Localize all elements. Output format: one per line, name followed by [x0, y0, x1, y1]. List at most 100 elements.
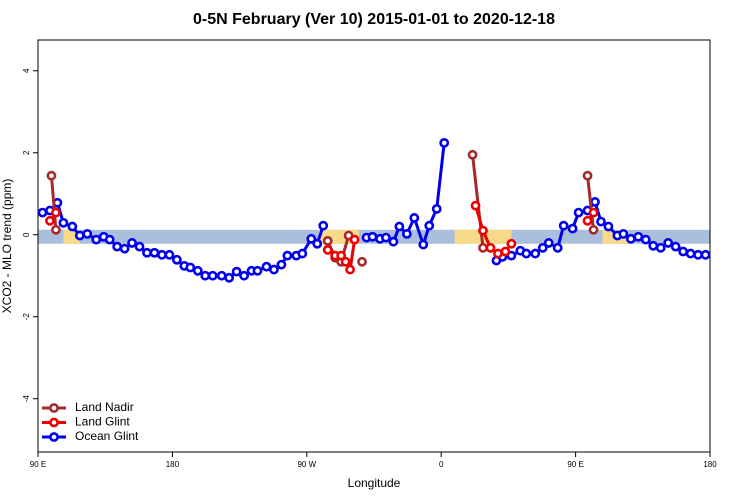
x-tick-label: 180: [703, 460, 717, 469]
point: [467, 149, 478, 160]
point: [648, 240, 659, 251]
y-tick-label: 4: [22, 68, 31, 73]
point: [439, 137, 450, 148]
legend-label: Ocean Glint: [75, 429, 139, 443]
y-tick-label: 0: [22, 232, 31, 237]
point: [45, 215, 55, 226]
point: [306, 233, 317, 244]
point: [582, 170, 593, 181]
point: [685, 248, 696, 259]
x-tick-label: 90 W: [297, 460, 316, 469]
x-tick-label: 0: [439, 460, 444, 469]
legend-label: Land Nadir: [75, 400, 134, 414]
point: [603, 221, 614, 232]
point: [573, 207, 584, 218]
point: [207, 270, 218, 281]
point: [418, 239, 429, 250]
point: [149, 247, 160, 258]
point: [58, 217, 69, 228]
point: [345, 264, 356, 275]
point: [530, 248, 541, 259]
point: [269, 264, 279, 275]
point: [282, 250, 293, 261]
point: [388, 236, 399, 247]
series-line: [42, 142, 706, 280]
point: [478, 225, 488, 236]
point: [521, 248, 532, 259]
point: [224, 272, 235, 283]
point: [424, 220, 435, 231]
point: [312, 238, 323, 249]
point: [74, 230, 85, 241]
point: [394, 221, 405, 232]
point: [693, 249, 703, 260]
point: [127, 238, 137, 248]
point: [46, 170, 57, 181]
point: [112, 241, 123, 252]
point: [200, 270, 211, 281]
point: [349, 234, 360, 245]
legend-marker: [49, 403, 59, 413]
point: [381, 232, 391, 243]
point: [596, 216, 606, 227]
point: [670, 241, 681, 252]
point: [663, 238, 674, 248]
y-tick-label: 2: [22, 150, 31, 155]
legend-marker: [49, 432, 59, 442]
point: [171, 254, 182, 265]
point: [37, 207, 48, 218]
plot-frame: [37, 39, 711, 453]
point: [297, 248, 308, 259]
x-tick-label: 90 E: [30, 460, 46, 469]
point: [640, 234, 651, 245]
legend-label: Land Glint: [75, 415, 130, 429]
point: [678, 246, 689, 257]
point: [409, 213, 420, 223]
point: [252, 265, 263, 276]
point: [134, 241, 145, 252]
x-tick-label: 90 E: [567, 460, 583, 469]
point: [51, 224, 61, 235]
point: [625, 233, 636, 244]
point: [590, 197, 600, 207]
point: [340, 256, 351, 267]
point: [700, 249, 711, 260]
point: [322, 235, 333, 246]
x-axis-label: Longitude: [348, 476, 401, 490]
point: [485, 242, 496, 253]
point: [239, 270, 249, 281]
point: [567, 223, 578, 234]
chart-title: 0-5N February (Ver 10) 2015-01-01 to 202…: [193, 11, 555, 28]
point: [431, 203, 442, 214]
point: [322, 244, 333, 255]
point: [478, 242, 488, 253]
point: [91, 234, 102, 245]
point: [104, 234, 115, 245]
point: [82, 229, 93, 239]
y-axis-label: XCO2 - MLO trend (ppm): [0, 179, 14, 314]
point: [157, 249, 167, 260]
point: [67, 221, 78, 232]
point: [276, 259, 287, 270]
point: [470, 200, 481, 211]
point: [537, 242, 548, 253]
point: [119, 243, 130, 254]
point: [192, 265, 203, 276]
point: [500, 246, 511, 257]
point: [336, 250, 347, 261]
point: [231, 266, 242, 277]
point: [582, 215, 593, 226]
point: [588, 207, 599, 218]
point: [543, 238, 554, 248]
point: [493, 248, 503, 259]
legend-marker: [49, 417, 59, 428]
point: [558, 220, 569, 231]
point: [618, 229, 629, 239]
point: [142, 247, 152, 258]
y-tick-label: -2: [22, 313, 31, 321]
point: [552, 242, 563, 253]
point: [185, 262, 196, 273]
x-tick-label: 180: [166, 460, 180, 469]
point: [633, 231, 644, 242]
